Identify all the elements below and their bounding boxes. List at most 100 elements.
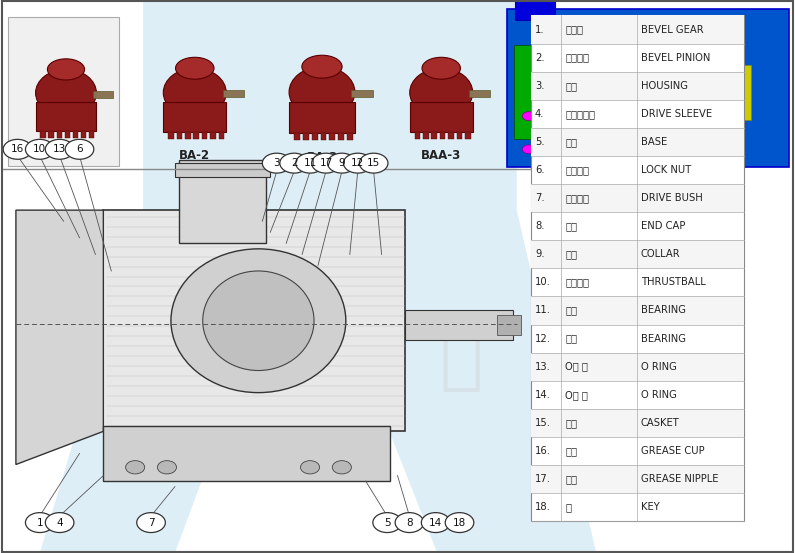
Text: O RING: O RING	[641, 390, 677, 400]
FancyBboxPatch shape	[103, 210, 405, 431]
Ellipse shape	[203, 271, 314, 371]
Circle shape	[538, 112, 551, 121]
FancyBboxPatch shape	[515, 0, 555, 20]
FancyBboxPatch shape	[531, 15, 744, 521]
Circle shape	[45, 139, 74, 159]
FancyBboxPatch shape	[64, 131, 70, 138]
Text: O RING: O RING	[641, 362, 677, 372]
Text: 1.: 1.	[535, 24, 545, 34]
Text: O形 圈: O形 圈	[565, 390, 588, 400]
FancyBboxPatch shape	[176, 132, 182, 139]
FancyBboxPatch shape	[202, 132, 207, 139]
Circle shape	[296, 153, 324, 173]
Ellipse shape	[289, 67, 355, 118]
Text: 13.: 13.	[535, 362, 551, 372]
Text: 小弧齿轮: 小弧齿轮	[565, 53, 589, 62]
Circle shape	[126, 461, 145, 474]
Text: 衬套: 衬套	[565, 249, 577, 259]
Text: 4: 4	[56, 518, 63, 528]
Text: 端盖: 端盖	[565, 221, 577, 231]
Circle shape	[25, 513, 54, 533]
FancyBboxPatch shape	[448, 132, 454, 139]
Text: COLLAR: COLLAR	[641, 249, 681, 259]
FancyBboxPatch shape	[312, 133, 317, 140]
Circle shape	[301, 461, 320, 474]
Text: CASKET: CASKET	[641, 418, 680, 428]
Text: BASE: BASE	[641, 137, 667, 147]
Text: 11.: 11.	[535, 305, 551, 315]
Text: DRIVE SLEEVE: DRIVE SLEEVE	[641, 109, 712, 119]
Text: 12.: 12.	[535, 333, 551, 343]
FancyBboxPatch shape	[539, 34, 587, 145]
Circle shape	[445, 513, 474, 533]
Text: 12: 12	[351, 158, 364, 168]
Text: 弧齿轮: 弧齿轮	[565, 24, 584, 34]
Text: 14: 14	[429, 518, 442, 528]
Circle shape	[65, 139, 94, 159]
Text: 7.: 7.	[535, 193, 545, 203]
FancyBboxPatch shape	[289, 102, 355, 133]
Ellipse shape	[422, 58, 460, 79]
Circle shape	[343, 153, 372, 173]
FancyBboxPatch shape	[440, 132, 445, 139]
Text: GREASE NIPPLE: GREASE NIPPLE	[641, 474, 718, 484]
Circle shape	[522, 112, 535, 121]
Circle shape	[157, 461, 176, 474]
Text: 15: 15	[367, 158, 380, 168]
Text: 18.: 18.	[535, 502, 551, 512]
Text: 驱动空心轴: 驱动空心轴	[565, 109, 595, 119]
FancyBboxPatch shape	[179, 160, 266, 243]
Polygon shape	[16, 210, 103, 465]
Text: 油杯: 油杯	[565, 474, 577, 484]
Ellipse shape	[171, 249, 346, 393]
FancyBboxPatch shape	[8, 17, 119, 166]
Circle shape	[328, 153, 356, 173]
Text: 9: 9	[339, 158, 345, 168]
Text: 13: 13	[53, 144, 66, 154]
Text: BEVEL GEAR: BEVEL GEAR	[641, 24, 704, 34]
FancyBboxPatch shape	[103, 426, 390, 481]
Ellipse shape	[48, 59, 84, 80]
Text: 键: 键	[565, 502, 572, 512]
FancyBboxPatch shape	[409, 102, 473, 132]
FancyBboxPatch shape	[169, 132, 174, 139]
FancyBboxPatch shape	[163, 102, 227, 132]
Text: 5.: 5.	[535, 137, 545, 147]
Text: 3.: 3.	[535, 81, 545, 91]
Text: 4.: 4.	[535, 109, 545, 119]
Text: 9.: 9.	[535, 249, 545, 259]
FancyBboxPatch shape	[329, 133, 335, 140]
Text: 5: 5	[384, 518, 390, 528]
Text: 16.: 16.	[535, 446, 551, 456]
FancyBboxPatch shape	[531, 409, 744, 437]
Text: ΒΑ-2: ΒΑ-2	[179, 149, 211, 161]
FancyBboxPatch shape	[41, 131, 46, 138]
Text: HOUSING: HOUSING	[641, 81, 688, 91]
Text: 11: 11	[304, 158, 316, 168]
FancyBboxPatch shape	[73, 131, 78, 138]
Circle shape	[280, 153, 308, 173]
Ellipse shape	[163, 68, 227, 117]
FancyBboxPatch shape	[531, 184, 744, 212]
Text: 14.: 14.	[535, 390, 551, 400]
Text: BEARING: BEARING	[641, 333, 686, 343]
FancyBboxPatch shape	[531, 15, 744, 44]
FancyBboxPatch shape	[347, 133, 353, 140]
FancyBboxPatch shape	[539, 34, 723, 145]
FancyBboxPatch shape	[699, 65, 750, 120]
Circle shape	[395, 513, 424, 533]
FancyBboxPatch shape	[175, 163, 270, 177]
FancyBboxPatch shape	[423, 132, 429, 139]
Text: 轴承: 轴承	[565, 333, 577, 343]
FancyBboxPatch shape	[456, 132, 462, 139]
Text: ΒΑ-Ι: ΒΑ-Ι	[52, 147, 80, 160]
Text: 管堵: 管堵	[565, 446, 577, 456]
Text: O形 圈: O形 圈	[565, 362, 588, 372]
Text: BEVEL PINION: BEVEL PINION	[641, 53, 710, 62]
FancyBboxPatch shape	[219, 132, 224, 139]
FancyBboxPatch shape	[531, 72, 744, 100]
FancyBboxPatch shape	[415, 132, 421, 139]
Text: ΒΑΑ-3: ΒΑΑ-3	[421, 149, 461, 161]
FancyBboxPatch shape	[531, 240, 744, 268]
FancyBboxPatch shape	[303, 133, 308, 140]
